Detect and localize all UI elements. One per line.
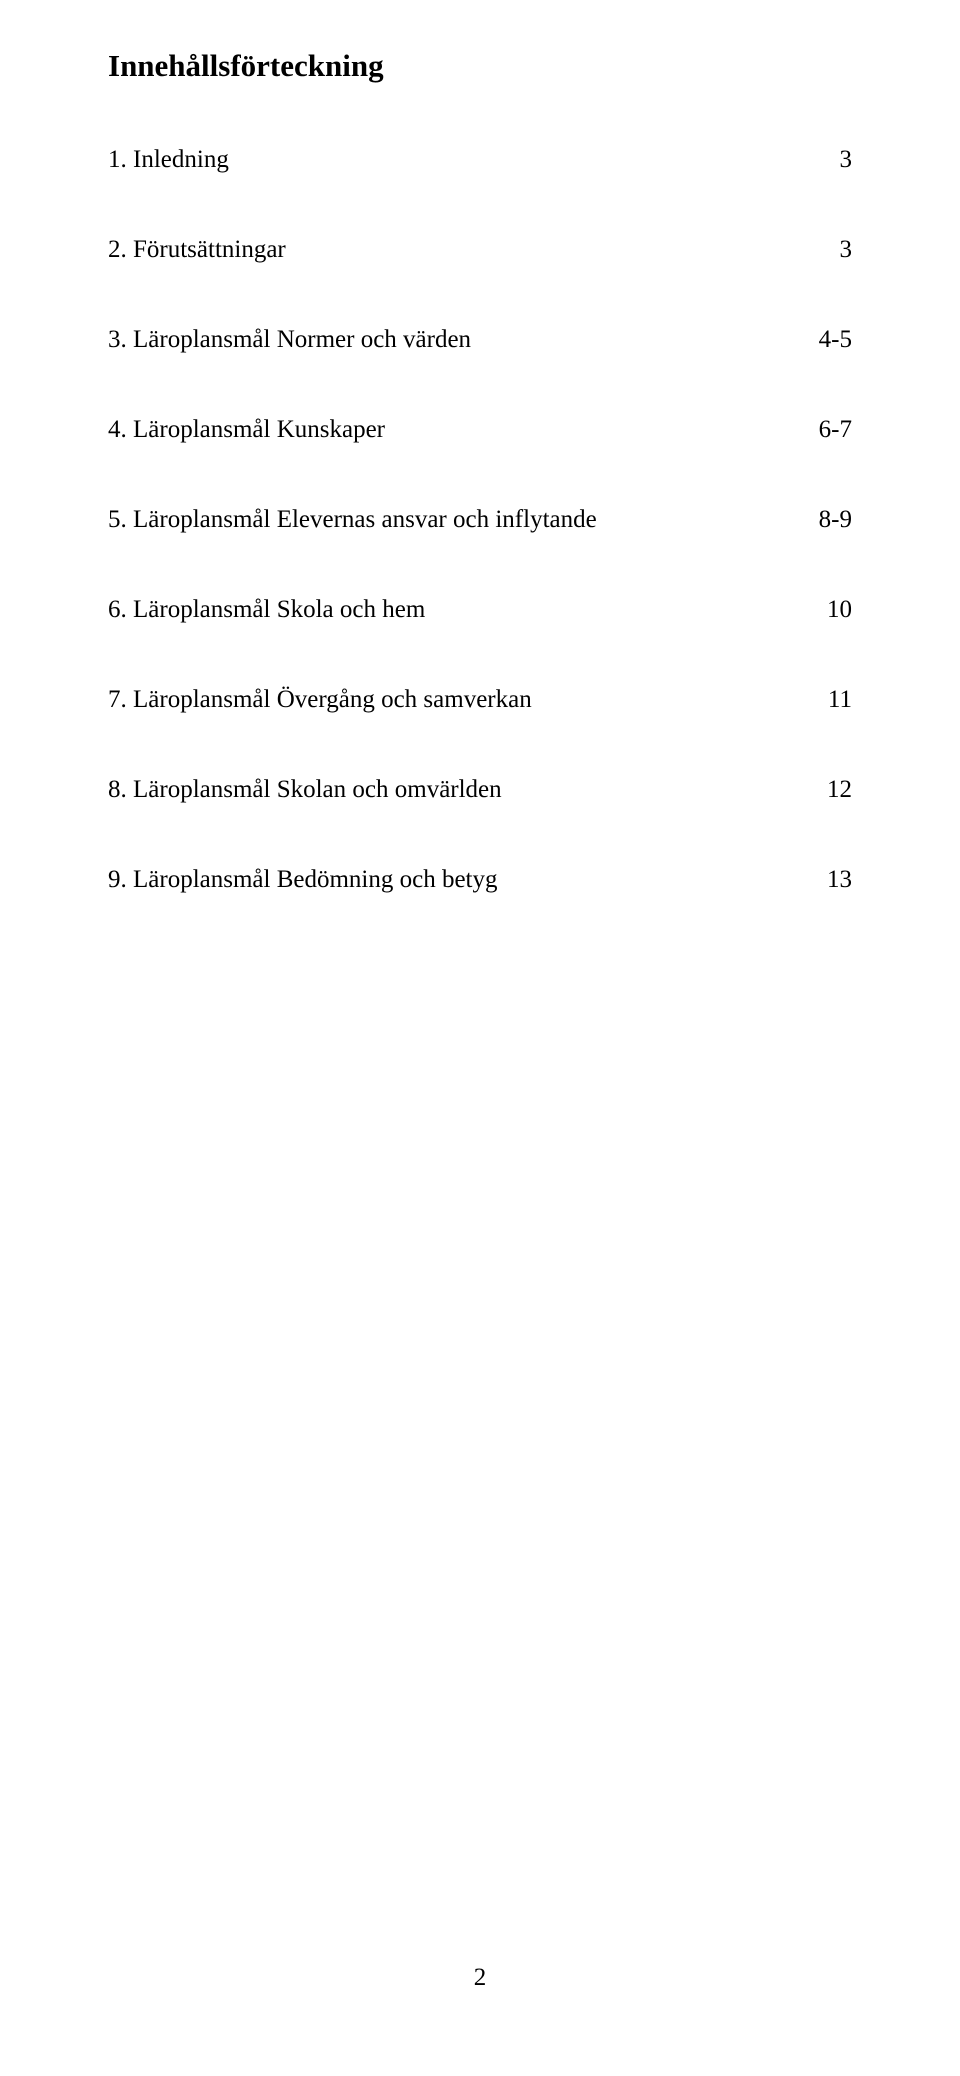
toc-item-label: 2. Förutsättningar [108,236,286,264]
toc-item-label: 4. Läroplansmål Kunskaper [108,416,385,444]
toc-item-page: 3 [840,146,853,174]
toc-item-label: 9. Läroplansmål Bedömning och betyg [108,866,498,894]
page-title: Innehållsförteckning [108,48,852,84]
toc-item-page: 13 [827,866,852,894]
toc-item-label: 1. Inledning [108,146,229,174]
toc-row: 1. Inledning 3 [108,146,852,174]
toc-item-label: 8. Läroplansmål Skolan och omvärlden [108,776,502,804]
toc-item-page: 6-7 [819,416,852,444]
toc-row: 7. Läroplansmål Övergång och samverkan 1… [108,686,852,714]
toc-item-page: 12 [827,776,852,804]
page-number-footer: 2 [0,1964,960,1992]
toc-item-label: 7. Läroplansmål Övergång och samverkan [108,686,532,714]
toc-item-page: 4-5 [819,326,852,354]
toc-row: 4. Läroplansmål Kunskaper 6-7 [108,416,852,444]
toc-item-page: 10 [827,596,852,624]
toc-item-label: 6. Läroplansmål Skola och hem [108,596,425,624]
toc-row: 8. Läroplansmål Skolan och omvärlden 12 [108,776,852,804]
toc-item-label: 5. Läroplansmål Elevernas ansvar och inf… [108,506,597,534]
toc-row: 9. Läroplansmål Bedömning och betyg 13 [108,866,852,894]
toc-item-page: 8-9 [819,506,852,534]
document-page: Innehållsförteckning 1. Inledning 3 2. F… [0,0,960,2076]
toc-item-page: 11 [828,686,852,714]
toc-item-label: 3. Läroplansmål Normer och värden [108,326,471,354]
toc-row: 3. Läroplansmål Normer och värden 4-5 [108,326,852,354]
toc-row: 6. Läroplansmål Skola och hem 10 [108,596,852,624]
toc-item-page: 3 [840,236,853,264]
toc-row: 5. Läroplansmål Elevernas ansvar och inf… [108,506,852,534]
toc-row: 2. Förutsättningar 3 [108,236,852,264]
